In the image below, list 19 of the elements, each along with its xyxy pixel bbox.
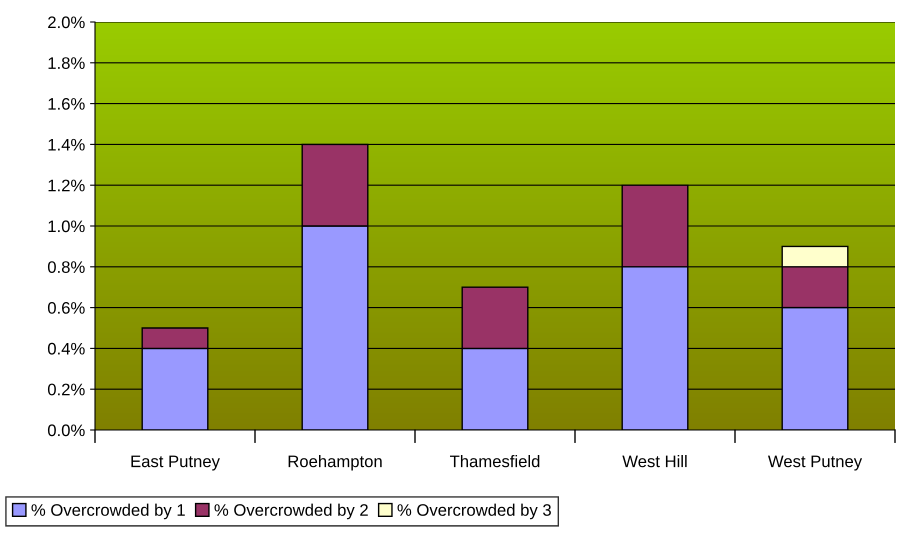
y-tick-label: 0.2% [48,384,85,396]
y-tick-label: 0.8% [48,261,85,274]
y-tick-label: 0.0% [48,424,85,436]
legend-label: % Overcrowded by 3 [398,504,551,520]
legend-label: % Overcrowded by 2 [214,504,368,520]
y-tick-label: 1.8% [48,57,85,70]
x-tick-label: West Putney [768,456,862,471]
y-tick-label: 2.0% [48,16,85,28]
x-tick-label: East Putney [131,456,220,471]
legend-label: % Overcrowded by 1 [32,504,185,520]
x-tick-label: West Hill [622,455,687,468]
y-tick-label: 1.4% [48,138,85,151]
y-tick-label: 0.6% [48,302,85,314]
y-tick-label: 1.2% [48,180,85,192]
y-tick-label: 1.0% [48,220,85,232]
x-tick-label: Roehampton [288,455,382,471]
x-tick-label: Thamesfield [450,455,540,468]
y-tick-label: 1.6% [48,98,85,110]
y-tick-label: 0.4% [48,342,85,355]
